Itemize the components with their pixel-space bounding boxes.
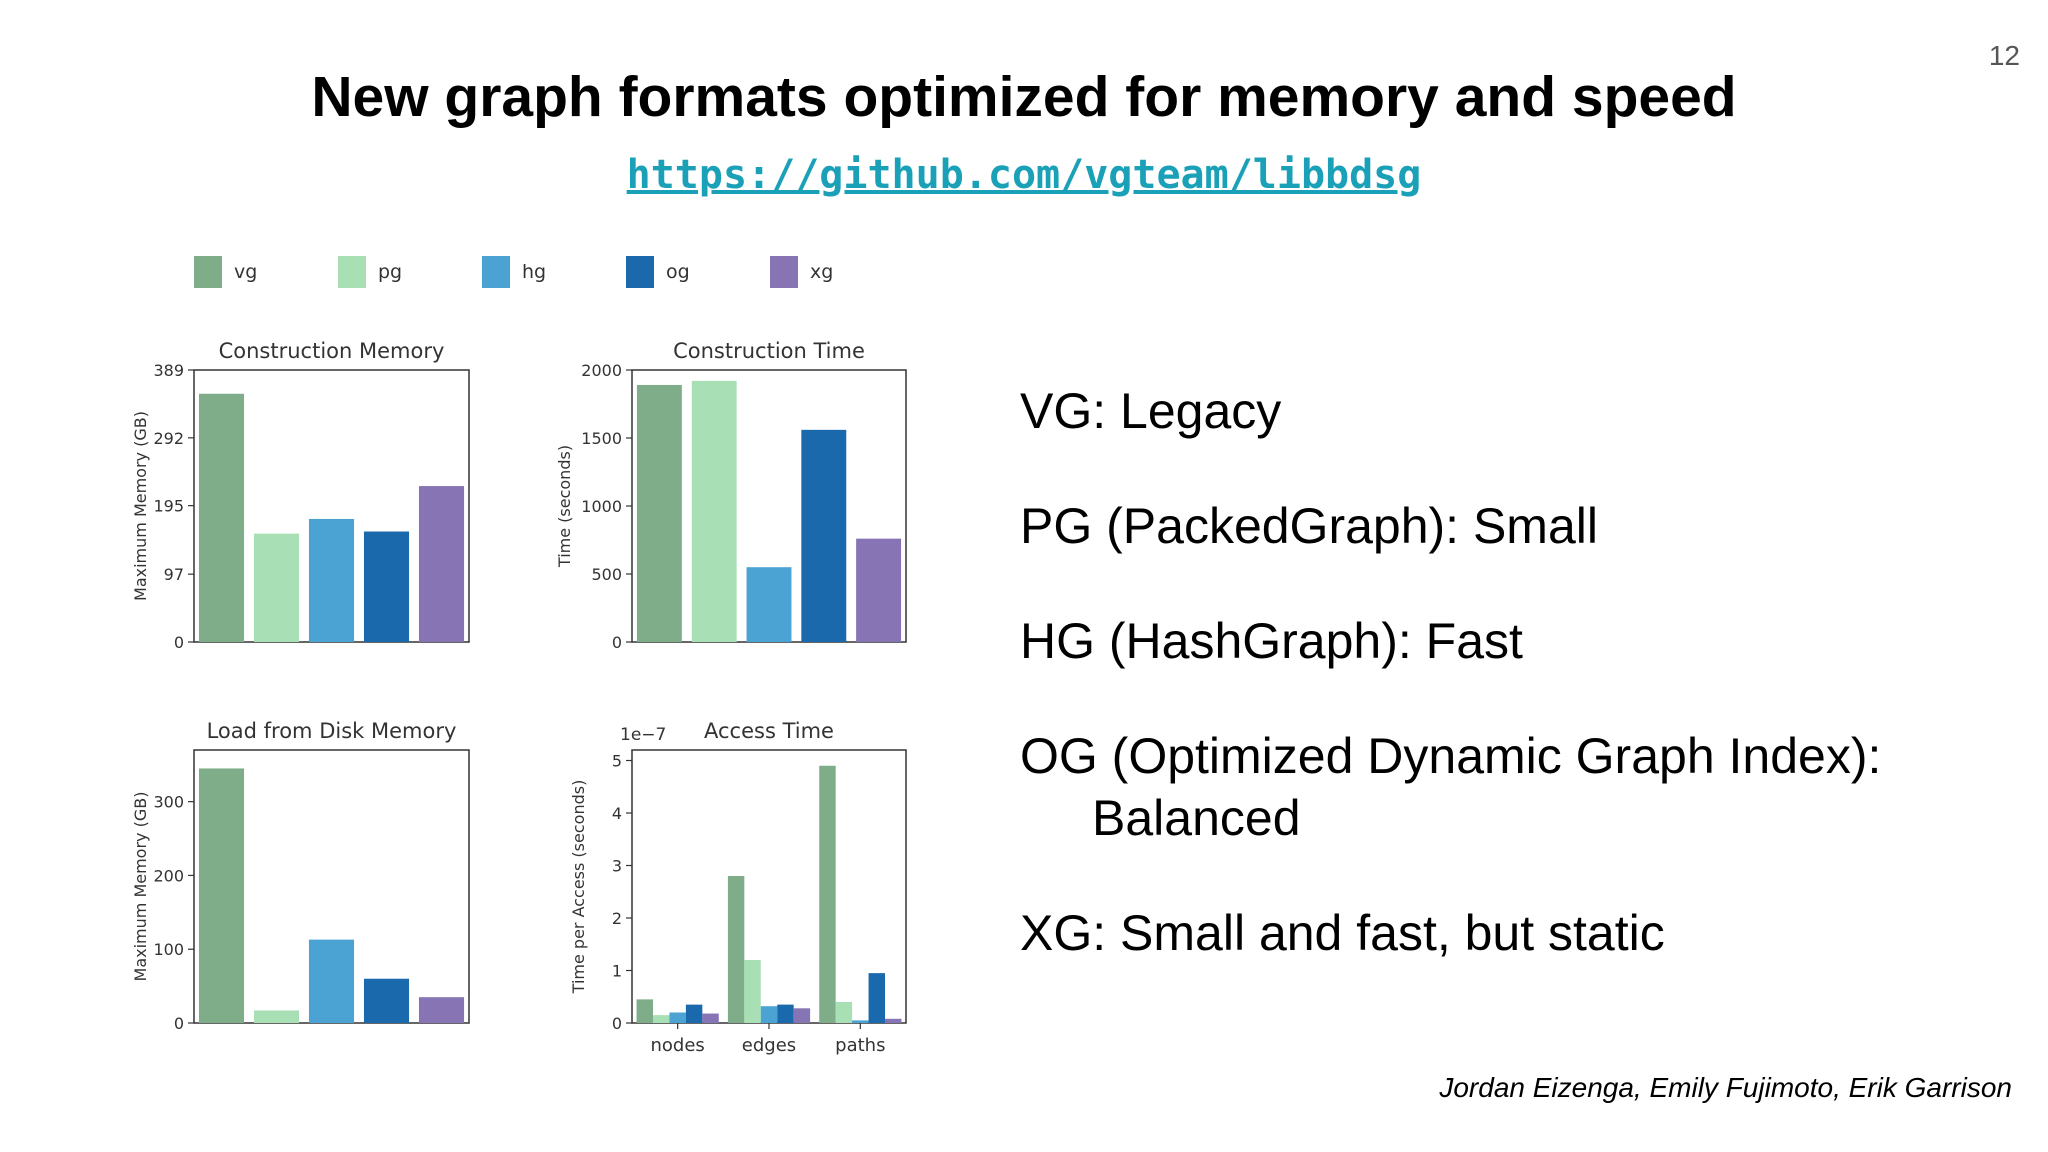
bullet-og: OG (Optimized Dynamic Graph Index): Bala… — [1020, 725, 2030, 849]
y-tick-label: 300 — [153, 793, 184, 812]
bar-pg-edges — [744, 960, 761, 1023]
bar-og-nodes — [685, 1004, 703, 1023]
y-axis-label: Maximum Memory (GB) — [131, 792, 150, 982]
legend-label-hg: hg — [522, 261, 546, 283]
legend-label-pg: pg — [378, 261, 402, 283]
bar-og-paths — [868, 973, 885, 1023]
bullet-hg: HG (HashGraph): Fast — [1020, 613, 1523, 669]
bar-xg-edges — [793, 1008, 811, 1023]
bar-pg — [253, 533, 300, 642]
y-tick-label: 292 — [153, 429, 184, 448]
y-tick-label: 0 — [174, 633, 184, 652]
bar-pg — [253, 1010, 300, 1023]
chart-title: Access Time — [704, 719, 834, 743]
bar-xg-paths — [884, 1018, 902, 1023]
y-tick-label: 2000 — [581, 361, 622, 380]
bar-hg — [308, 939, 355, 1023]
bar-vg-edges — [727, 876, 745, 1023]
chart-title: Construction Time — [673, 339, 865, 363]
bar-pg-paths — [835, 1002, 853, 1023]
chart-figure: vg pg hg og xg Construction Memory 0 97 195 292 38… — [131, 256, 907, 1056]
legend-item-hg: hg — [482, 256, 546, 288]
bullet-og-continuation: Balanced — [1092, 790, 1301, 846]
slide-number: 12 — [1988, 40, 2020, 71]
bullet-vg: VG: Legacy — [1020, 383, 1282, 439]
legend-swatch-hg — [482, 256, 510, 288]
legend-swatch-og — [626, 256, 654, 288]
x-tick-label: nodes — [651, 1035, 705, 1056]
legend-label-og: og — [666, 261, 690, 283]
chart-panel-4: Access Time 0 1 2 3 4 5 Time per Access (second… — [569, 719, 907, 1056]
y-tick-label: 5 — [612, 752, 622, 771]
repo-link-container: https://github.com/vgteam/libbdsg — [0, 152, 2048, 198]
y-tick-label: 4 — [612, 804, 622, 823]
legend-swatch-xg — [770, 256, 798, 288]
y-tick-label: 0 — [612, 1014, 622, 1033]
legend-label-xg: xg — [810, 261, 833, 283]
x-tick-label: edges — [742, 1035, 796, 1056]
y-tick-label: 195 — [153, 497, 184, 516]
chart-title: Load from Disk Memory — [207, 719, 457, 743]
legend-label-vg: vg — [234, 261, 257, 283]
x-tick-label: paths — [835, 1035, 885, 1056]
bar-xg-nodes — [702, 1013, 719, 1023]
legend-item-pg: pg — [338, 256, 402, 288]
bar-og-edges — [777, 1004, 794, 1023]
legend-swatch-pg — [338, 256, 366, 288]
chart-panel-2: Construction Time 0 500 1000 1500 2000 Time (s… — [555, 339, 907, 652]
authors: Jordan Eizenga, Emily Fujimoto, Erik Gar… — [1439, 1072, 2012, 1103]
y-tick-label: 0 — [612, 633, 622, 652]
y-axis-label: Time (seconds) — [555, 445, 574, 568]
y-tick-label: 0 — [174, 1014, 184, 1033]
y-tick-label: 97 — [164, 565, 184, 584]
y-tick-label: 1500 — [581, 429, 622, 448]
legend-item-vg: vg — [194, 256, 257, 288]
bar-hg-paths — [852, 1020, 869, 1023]
bar-vg — [198, 768, 245, 1023]
bar-vg-paths — [819, 765, 836, 1023]
y-tick-label: 2 — [612, 909, 622, 928]
y-tick-label: 200 — [153, 866, 184, 885]
bar-og — [363, 531, 410, 642]
bar-vg — [198, 393, 245, 642]
legend-item-xg: xg — [770, 256, 833, 288]
y-tick-label: 389 — [153, 361, 184, 380]
bar-xg — [856, 538, 902, 642]
bullet-pg: PG (PackedGraph): Small — [1020, 498, 1598, 554]
bar-vg — [636, 384, 682, 642]
bar-hg-edges — [760, 1006, 778, 1023]
y-axis-label: Maximum Memory (GB) — [131, 411, 150, 601]
y-axis-label: Time per Access (seconds) — [569, 780, 588, 995]
chart-panel-1: Construction Memory 0 97 195 292 389 Maximum M… — [131, 339, 470, 652]
slide-title: New graph formats optimized for memory a… — [311, 65, 1737, 129]
chart-title: Construction Memory — [219, 339, 445, 363]
bar-vg-nodes — [636, 999, 654, 1023]
bar-hg-nodes — [669, 1012, 686, 1023]
bar-xg — [418, 997, 465, 1023]
legend-swatch-vg — [194, 256, 222, 288]
bar-hg — [746, 567, 792, 642]
y-tick-label: 3 — [612, 857, 622, 876]
y-tick-label: 1 — [612, 962, 622, 981]
scale-note: 1e−7 — [620, 725, 666, 745]
plot-frame — [631, 749, 907, 1024]
bar-xg — [418, 486, 465, 642]
format-descriptions: VG: Legacy PG (PackedGraph): Small HG (H… — [1020, 380, 2030, 964]
y-tick-label: 500 — [591, 565, 622, 584]
y-tick-label: 100 — [153, 940, 184, 959]
legend-item-og: og — [626, 256, 690, 288]
bar-og — [801, 429, 847, 642]
bullet-og-text: OG (Optimized Dynamic Graph Index): — [1020, 728, 1882, 784]
bar-pg — [691, 380, 737, 642]
repo-link[interactable]: https://github.com/vgteam/libbdsg — [626, 152, 1422, 198]
bullet-xg: XG: Small and fast, but static — [1020, 905, 1665, 961]
bar-hg — [308, 518, 355, 642]
bar-pg-nodes — [653, 1015, 670, 1023]
y-tick-label: 1000 — [581, 497, 622, 516]
bar-og — [363, 978, 410, 1023]
